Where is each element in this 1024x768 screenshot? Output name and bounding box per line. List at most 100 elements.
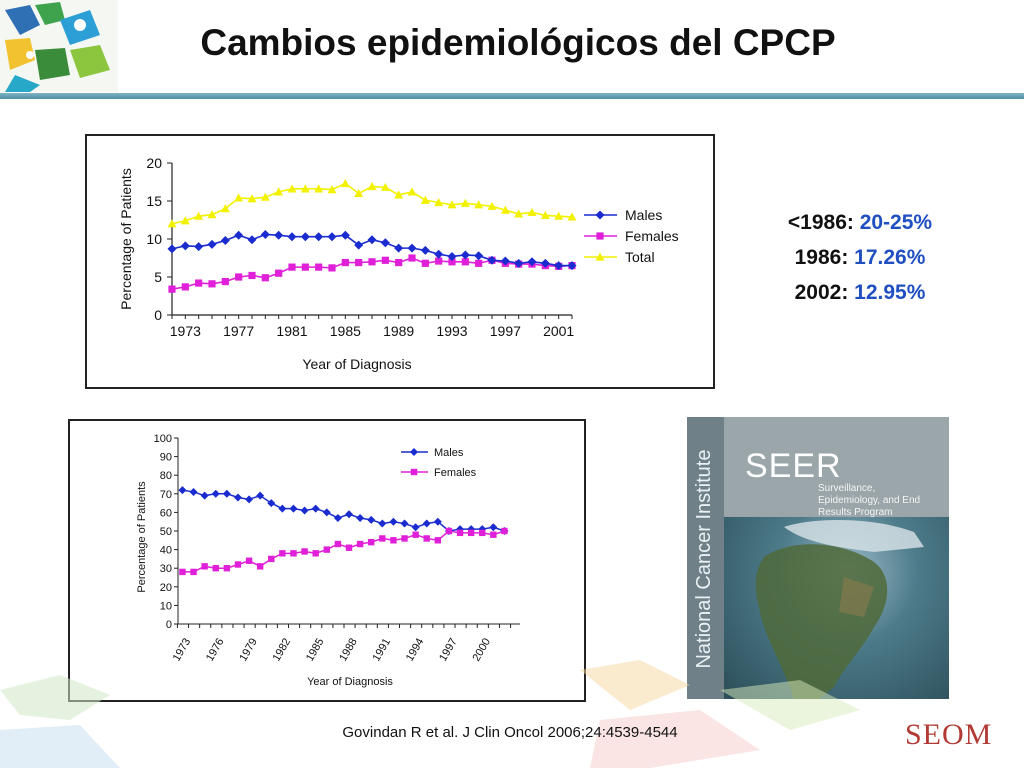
data-point-males [340,230,350,240]
data-point-total [327,185,337,194]
data-point-total [194,211,204,220]
seer-title: SEER [745,447,842,485]
y-tick-label: 10 [160,600,172,612]
data-point-males [394,243,404,253]
x-tick-label: 1993 [436,323,467,339]
data-point-females [381,256,389,264]
data-point-males [300,232,310,242]
data-point-females [201,563,208,570]
data-point-total [247,194,257,203]
data-point-males [256,491,265,500]
data-point-total [554,211,564,220]
data-point-total [314,184,324,193]
legend-label-males: Males [625,207,662,223]
data-point-females [408,254,416,262]
data-point-females [179,568,186,576]
data-point-males [354,240,364,250]
data-point-females [490,531,497,538]
data-point-total [260,192,270,201]
data-point-males [367,515,376,524]
data-point-total [527,207,537,216]
stat-label-2: 1986: [794,246,855,269]
data-point-females [368,538,375,546]
data-point-males [311,504,320,513]
data-point-females [448,258,456,266]
data-point-females [268,555,275,563]
citation: Govindan R et al. J Clin Oncol 2006;24:4… [342,724,678,741]
data-point-total [274,187,284,196]
stat-label-3: 2002: [794,281,855,304]
data-point-males [220,236,230,246]
data-point-total [447,200,457,209]
x-axis-label: Year of Diagnosis [307,676,393,688]
data-point-males [567,261,577,271]
data-point-males [180,241,190,251]
data-point-males [420,245,430,255]
data-point-males [460,250,470,260]
legend-marker-males [410,448,418,456]
y-tick-label: 50 [160,526,172,538]
data-point-females [223,565,231,572]
data-point-females [356,540,364,548]
data-point-females [168,285,176,293]
data-point-females [190,568,197,576]
data-point-females [208,280,216,288]
data-point-males [474,251,484,261]
data-point-males [207,239,217,249]
data-point-females [323,546,330,553]
y-axis-label: Percentage of Patients [118,168,134,310]
data-point-total [540,210,550,220]
data-point-males [411,523,420,532]
data-point-males [487,255,497,265]
data-point-females [212,565,219,572]
data-point-females [345,544,353,551]
data-point-males [300,506,309,515]
data-point-males [178,486,187,495]
stat-line-1: <1986: 20-25% [750,205,970,240]
y-tick-label: 70 [160,489,172,501]
data-point-males [456,525,465,534]
data-point-total [287,184,297,193]
stat-value-2: 17.26% [854,246,926,269]
data-point-total [500,205,510,214]
data-point-females [401,535,408,542]
data-point-females [501,527,508,535]
data-point-total [394,190,404,199]
data-point-males [434,249,444,259]
data-point-females [368,258,376,266]
data-point-females [288,263,296,271]
stat-value-3: 12.95% [854,281,926,304]
data-point-males [378,519,387,528]
data-point-total [514,209,524,218]
data-point-females [434,537,442,544]
data-point-total [220,204,230,213]
x-tick-label: 2001 [543,323,574,339]
data-point-males [287,232,297,242]
data-point-males [245,495,254,504]
data-point-total [367,182,377,191]
data-point-males [489,523,498,532]
seer-globe-picture [724,517,949,699]
data-point-females [412,531,419,538]
data-point-total [167,219,177,228]
data-point-males [514,258,524,268]
data-point-males [345,510,353,519]
data-point-females [275,269,283,277]
data-point-females [256,563,264,570]
conference-logo [0,0,118,92]
y-tick-label: 80 [160,470,172,482]
data-point-females [328,264,336,272]
data-point-males [260,229,270,239]
data-point-females [456,529,464,537]
y-tick-label: 40 [160,545,172,557]
x-tick-label: 1973 [170,323,201,339]
seer-side-strip [687,417,724,699]
data-point-males [433,517,442,526]
data-point-females [315,263,323,271]
x-tick-label: 1985 [330,323,361,339]
data-point-total [474,200,484,209]
y-tick-label: 0 [166,619,172,631]
data-point-females [234,561,242,568]
data-point-males [200,491,209,500]
